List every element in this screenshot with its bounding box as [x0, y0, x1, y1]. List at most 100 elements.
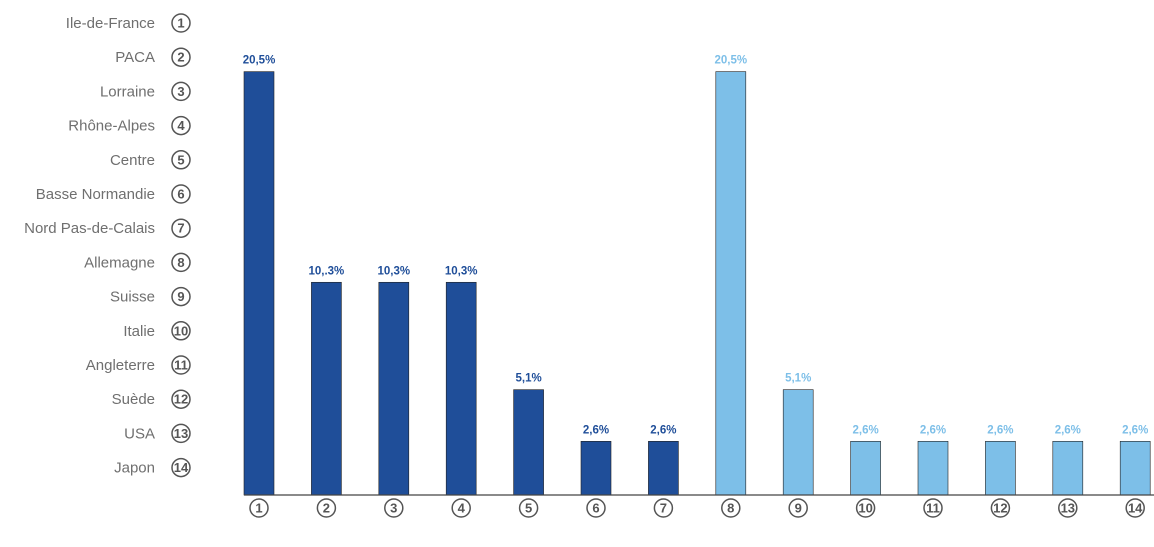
legend-badge-number: 5 — [177, 152, 184, 167]
legend-badge-circle — [171, 81, 191, 102]
legend-badge-1: 1 — [171, 13, 191, 33]
bar-7 — [648, 441, 679, 496]
x-tick-2: 2 — [316, 498, 337, 518]
x-tick-circle — [855, 498, 876, 518]
bar-1 — [243, 71, 275, 496]
legend: Ile-de-France 1 PACA 2 Lorraine 3 Rhône-Alpes 4… — [24, 13, 191, 478]
bars — [243, 71, 1151, 496]
legend-item: Suisse 9 — [110, 286, 191, 307]
legend-badge-circle — [171, 321, 191, 341]
legend-item: Ile-de-France 1 — [66, 13, 191, 33]
legend-item: Japon 14 — [114, 457, 191, 478]
bar-6 — [580, 441, 612, 496]
x-tick-number: 4 — [458, 501, 466, 516]
bar-11 — [917, 441, 949, 496]
legend-label: USA — [124, 425, 155, 442]
legend-label: Basse Normandie — [36, 186, 155, 203]
legend-item: Angleterre 11 — [86, 355, 191, 375]
legend-badge-number: 14 — [174, 460, 189, 475]
legend-item: PACA 2 — [115, 47, 191, 67]
legend-badge-circle — [171, 252, 191, 273]
legend-badge-number: 7 — [177, 221, 184, 236]
legend-badge-6: 6 — [171, 184, 191, 204]
legend-label: Centre — [110, 152, 155, 169]
bar-14 — [1119, 441, 1151, 496]
x-tick-number: 14 — [1128, 501, 1143, 516]
x-tick-circle — [990, 498, 1011, 518]
legend-item: Italie 10 — [123, 321, 191, 341]
x-tick-number: 2 — [323, 501, 330, 516]
legend-badge-circle — [171, 115, 191, 136]
value-label-11: 2,6% — [920, 424, 946, 436]
x-tick-14: 14 — [1125, 498, 1145, 518]
x-tick-number: 11 — [926, 501, 940, 516]
x-tick-number: 9 — [795, 501, 802, 516]
legend-badge-4: 4 — [171, 115, 191, 136]
legend-badge-circle — [171, 184, 191, 204]
bar-3 — [378, 281, 410, 496]
x-tick-circle — [316, 498, 337, 518]
x-tick-4: 4 — [451, 498, 471, 518]
x-tick-circle — [518, 498, 539, 518]
legend-label: Suisse — [110, 289, 155, 306]
legend-label: Italie — [123, 323, 155, 340]
value-label-4: 10,3% — [445, 265, 478, 277]
value-labels: 20,5% 10,.3% 10,3% 10,3% 5,1% 2,6% 2,6% 20,5% 5,… — [243, 55, 1149, 437]
bar-8 — [715, 71, 747, 496]
value-label-2: 10,.3% — [308, 265, 344, 277]
legend-badge-13: 13 — [171, 423, 191, 444]
x-tick-7: 7 — [653, 498, 674, 518]
bar-12 — [985, 441, 1016, 496]
x-tick-circle — [586, 498, 606, 518]
legend-badge-circle — [171, 286, 191, 307]
legend-badge-circle — [171, 13, 191, 33]
x-tick-number: 13 — [1061, 501, 1075, 516]
legend-badge-7: 7 — [171, 218, 191, 238]
bar-9 — [782, 389, 814, 496]
legend-item: Lorraine 3 — [100, 81, 191, 102]
x-tick-3: 3 — [384, 498, 404, 518]
legend-label: Angleterre — [86, 357, 155, 374]
legend-badge-2: 2 — [171, 47, 191, 67]
x-tick-9: 9 — [788, 498, 808, 518]
legend-badge-14: 14 — [171, 457, 191, 478]
x-tick-5: 5 — [518, 498, 539, 518]
x-tick-circle — [451, 498, 471, 518]
legend-badge-number: 13 — [174, 426, 188, 441]
value-label-8: 20,5% — [714, 55, 747, 67]
legend-item: Basse Normandie 6 — [36, 184, 191, 204]
x-tick-number: 10 — [858, 501, 872, 516]
legend-label: PACA — [115, 49, 155, 66]
legend-badge-number: 3 — [177, 84, 184, 99]
x-tick-circle — [1125, 498, 1145, 518]
legend-item: Centre 5 — [110, 150, 191, 170]
value-label-10: 2,6% — [852, 424, 878, 436]
x-tick-circle — [788, 498, 808, 518]
legend-item: Suède 12 — [112, 389, 191, 409]
x-tick-circle — [249, 498, 269, 518]
bar-13 — [1052, 441, 1084, 496]
x-tick-12: 12 — [990, 498, 1011, 518]
value-label-5: 5,1% — [515, 373, 541, 385]
bar-5 — [513, 389, 544, 496]
x-tick-6: 6 — [586, 498, 606, 518]
legend-label: Japon — [114, 460, 155, 477]
legend-badge-number: 4 — [177, 118, 185, 133]
legend-badge-circle — [171, 389, 191, 409]
legend-badge-11: 11 — [171, 355, 191, 375]
value-label-3: 10,3% — [377, 265, 410, 277]
legend-badge-number: 8 — [177, 255, 184, 270]
x-tick-number: 1 — [255, 501, 262, 516]
legend-item: USA 13 — [124, 423, 191, 444]
legend-item: Nord Pas-de-Calais 7 — [24, 218, 191, 238]
legend-label: Allemagne — [84, 254, 155, 271]
legend-item: Allemagne 8 — [84, 252, 191, 273]
legend-badge-circle — [171, 457, 191, 478]
legend-item: Rhône-Alpes 4 — [68, 115, 191, 136]
x-tick-8: 8 — [721, 498, 741, 518]
x-tick-number: 6 — [592, 501, 599, 516]
value-label-1: 20,5% — [243, 55, 276, 67]
legend-badge-12: 12 — [171, 389, 191, 409]
